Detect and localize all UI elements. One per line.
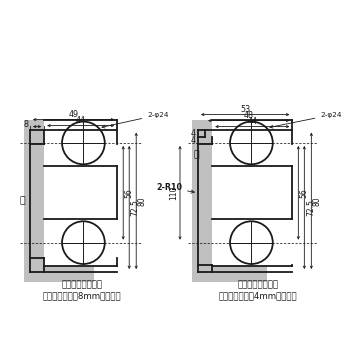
Text: 44: 44 bbox=[247, 117, 257, 126]
Text: 4: 4 bbox=[191, 136, 196, 145]
Text: 48: 48 bbox=[244, 111, 254, 120]
Text: 72.5: 72.5 bbox=[131, 199, 140, 216]
Text: 56: 56 bbox=[300, 188, 309, 198]
Text: 80: 80 bbox=[138, 196, 147, 205]
Text: 44: 44 bbox=[76, 116, 86, 125]
Text: 110: 110 bbox=[169, 186, 178, 200]
Text: 2-φ24: 2-φ24 bbox=[270, 112, 342, 128]
Bar bbox=[24, 120, 44, 282]
Text: 2-R10: 2-R10 bbox=[156, 183, 194, 193]
Bar bbox=[212, 266, 267, 282]
Text: 72.5: 72.5 bbox=[306, 199, 315, 216]
Text: 49: 49 bbox=[69, 110, 79, 119]
Text: 56: 56 bbox=[125, 188, 134, 198]
Text: ガラスカット寸法
（クリアランス4mmの場合）: ガラスカット寸法 （クリアランス4mmの場合） bbox=[219, 280, 297, 301]
Text: 枠: 枠 bbox=[19, 196, 25, 205]
Text: 2-φ24: 2-φ24 bbox=[102, 112, 169, 128]
Bar bbox=[192, 120, 212, 282]
Bar bbox=[44, 266, 94, 282]
Text: 枠: 枠 bbox=[193, 150, 199, 159]
Text: 4: 4 bbox=[191, 129, 196, 138]
Text: 53: 53 bbox=[240, 105, 250, 114]
Text: 80: 80 bbox=[313, 196, 322, 205]
Text: ガラスカット寸法
（クリアランス8mmの場合）: ガラスカット寸法 （クリアランス8mmの場合） bbox=[43, 280, 121, 301]
Text: 8: 8 bbox=[24, 120, 29, 128]
